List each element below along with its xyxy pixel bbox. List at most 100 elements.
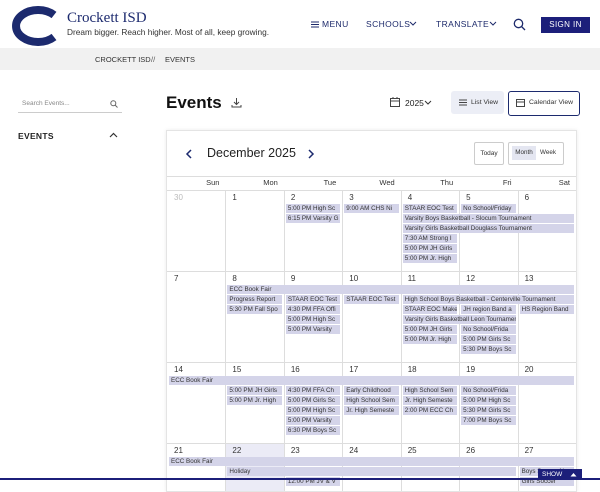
logo[interactable]	[10, 6, 60, 46]
grid-line	[167, 271, 576, 272]
day-number: 18	[407, 365, 417, 374]
day-number: 13	[524, 274, 534, 283]
next-month[interactable]	[307, 149, 315, 159]
event[interactable]: ECC Book Fair	[169, 376, 574, 385]
weekday-label: Thu	[440, 178, 454, 187]
list-icon	[459, 99, 467, 106]
day-number: 12	[466, 274, 476, 283]
breadcrumb-bar	[0, 48, 600, 70]
show-tab[interactable]: SHOW	[538, 469, 582, 480]
chevron-up[interactable]	[109, 132, 118, 138]
week-mode[interactable]: Week	[540, 149, 556, 156]
event[interactable]: 7:30 AM Strong I	[402, 234, 458, 243]
weekday-label: Fri	[502, 178, 512, 187]
day-number: 9	[290, 274, 296, 283]
year-select[interactable]: 2025	[405, 98, 424, 108]
event[interactable]: 2:00 PM ECC Ch	[402, 406, 458, 415]
event[interactable]: 5:00 PM Jr. High	[227, 396, 282, 405]
event[interactable]: STAAR EOC Test	[402, 204, 458, 213]
day-number: 19	[466, 365, 476, 374]
event[interactable]: Progress Report	[227, 295, 282, 304]
event[interactable]: ECC Book Fair	[169, 457, 574, 466]
day-number: 16	[290, 365, 300, 374]
weekday-label: Tue	[323, 178, 337, 187]
event[interactable]: 5:00 PM JH Girls	[227, 386, 282, 395]
event[interactable]: Early Childhood	[344, 386, 399, 395]
today-button[interactable]: Today	[474, 142, 504, 165]
event[interactable]: 5:00 PM Varsity	[285, 416, 341, 425]
event[interactable]: High School Sem	[402, 386, 458, 395]
event[interactable]: 5:00 PM High Sc	[285, 406, 341, 415]
grid-line	[342, 362, 344, 443]
event[interactable]: No School/Friday	[461, 204, 516, 213]
calendar-view-button[interactable]	[508, 91, 580, 116]
event[interactable]: 5:00 PM JH Girls	[402, 244, 458, 253]
event[interactable]: ECC Book Fair	[227, 285, 574, 294]
grid-line	[225, 190, 227, 271]
event[interactable]: 5:30 PM Boys Sc	[461, 345, 516, 354]
search-field[interactable]	[18, 96, 122, 113]
chevron	[424, 100, 432, 105]
event[interactable]: Holiday	[227, 467, 516, 476]
event[interactable]: 4:30 PM FFA Ch	[285, 386, 341, 395]
month-mode[interactable]: Month	[512, 146, 536, 160]
event[interactable]: 5:00 PM Varsity	[285, 325, 341, 334]
menu-icon[interactable]	[311, 21, 319, 28]
event[interactable]: 5:30 PM Girls Sc	[461, 406, 516, 415]
day-number: 30	[174, 193, 183, 202]
event[interactable]: 5:00 PM JH Girls	[402, 325, 458, 334]
event[interactable]: HS Region Band	[519, 305, 574, 314]
prev-month[interactable]	[185, 149, 193, 159]
event[interactable]: Jr. High Semeste	[344, 406, 399, 415]
event[interactable]: STAAR EOC Test	[285, 295, 341, 304]
event[interactable]: 5:00 PM High Sc	[285, 204, 341, 213]
event[interactable]: STAAR EOC Make	[402, 305, 458, 314]
event[interactable]: 5:00 PM Jr. High	[402, 254, 458, 263]
event[interactable]: 5:00 PM Girls Sc	[461, 335, 516, 344]
sign-in-button[interactable]: SIGN IN	[541, 17, 590, 33]
event[interactable]: 5:00 PM High Sc	[285, 315, 341, 324]
grid-line	[167, 176, 576, 177]
nav-translate[interactable]: TRANSLATE	[436, 19, 490, 29]
site-title[interactable]: Crockett ISD	[67, 10, 147, 26]
event[interactable]: No School/Frida	[461, 325, 516, 334]
download-icon[interactable]	[231, 97, 242, 108]
event[interactable]: 5:30 PM Fall Spo	[227, 305, 282, 314]
event[interactable]: Jr. High Semeste	[402, 396, 458, 405]
event[interactable]: Varsity Girls Basketball Douglass Tourna…	[402, 224, 574, 233]
grid-line	[225, 271, 227, 362]
calendar-icon	[516, 99, 525, 107]
event[interactable]: High School Sem	[344, 396, 399, 405]
weekday-label: Sat	[558, 178, 570, 187]
list-view-button[interactable]	[451, 91, 504, 114]
event[interactable]: 6:30 PM Boys Sc	[285, 426, 341, 435]
search-icon[interactable]	[513, 18, 526, 31]
event[interactable]: Varsity Girls Basketball Leon Tournament	[402, 315, 516, 324]
nav-menu[interactable]: MENU	[322, 19, 349, 29]
grid-line	[225, 362, 227, 443]
event[interactable]: 5:00 PM Girls Sc	[285, 396, 341, 405]
breadcrumb-separator: //	[151, 55, 156, 64]
nav-schools[interactable]: SCHOOLS	[366, 19, 411, 29]
event[interactable]: 5:00 PM High Sc	[461, 396, 516, 405]
search-placeholder: Search Events...	[22, 100, 70, 107]
day-number: 11	[407, 274, 417, 283]
day-number: 27	[524, 446, 534, 455]
mode-toggle	[508, 142, 564, 165]
sidebar-section[interactable]: EVENTS	[18, 131, 54, 141]
event[interactable]: 6:15 PM Varsity G	[285, 214, 341, 223]
day-number: 17	[349, 365, 359, 374]
day-number: 2	[290, 193, 296, 202]
day-number: 25	[407, 446, 417, 455]
grid-line	[517, 271, 519, 362]
breadcrumb-link[interactable]: CROCKETT ISD	[95, 55, 151, 64]
event[interactable]: 5:00 PM Jr. High	[402, 335, 458, 344]
event[interactable]: JH region Band a	[461, 305, 516, 314]
event[interactable]: Varsity Boys Basketball - Slocum Tournam…	[402, 214, 574, 223]
event[interactable]: STAAR EOC Test	[344, 295, 399, 304]
event[interactable]: No School/Frida	[461, 386, 516, 395]
event[interactable]: 4:30 PM FFA Offi	[285, 305, 341, 314]
event[interactable]: 7:00 PM Boys Sc	[461, 416, 516, 425]
event[interactable]: High School Boys Basketball - Centervill…	[402, 295, 574, 304]
event[interactable]: 9:00 AM CHS Ni	[344, 204, 399, 213]
